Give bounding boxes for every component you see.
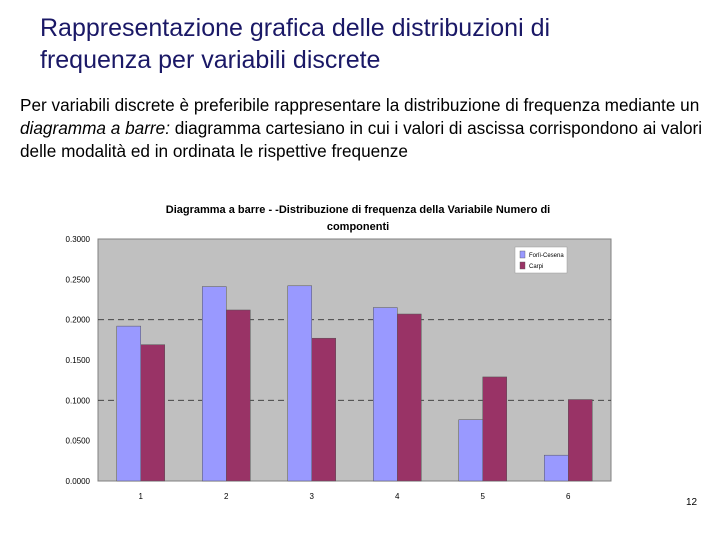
body-text-part-2: diagramma cartesiano in cui i valori di … bbox=[20, 118, 703, 161]
bar-series-2 bbox=[311, 337, 336, 482]
legend-swatch bbox=[519, 261, 526, 270]
x-tick-label: 1 bbox=[139, 492, 144, 501]
x-tick-label: 4 bbox=[395, 492, 400, 501]
bar-series-1 bbox=[373, 307, 398, 482]
legend-label: Carpi bbox=[529, 264, 543, 270]
bar-series-1 bbox=[116, 325, 141, 482]
body-text-part-1: Per variabili discrete è preferibile rap… bbox=[20, 95, 700, 115]
bar-series-2 bbox=[140, 344, 165, 482]
y-tick-label: 0.0500 bbox=[66, 437, 91, 446]
y-tick-label: 0.0000 bbox=[66, 477, 91, 486]
bar-series-1 bbox=[287, 285, 312, 482]
grid-lines bbox=[98, 319, 611, 401]
legend: Forlì-Cesena Carpi bbox=[514, 246, 568, 274]
chart-title-line-2: componenti bbox=[327, 221, 389, 233]
bar-series-1 bbox=[544, 454, 569, 482]
x-tick-label: 5 bbox=[481, 492, 486, 501]
slide-title-line-2: frequenza per variabili discrete bbox=[40, 46, 381, 74]
bar-series-1 bbox=[202, 286, 227, 482]
bar-series-2 bbox=[397, 313, 422, 482]
legend-label: Forlì-Cesena bbox=[529, 253, 564, 259]
legend-swatch bbox=[519, 250, 526, 259]
x-tick-label: 3 bbox=[310, 492, 315, 501]
bars bbox=[116, 285, 593, 482]
y-tick-label: 0.1500 bbox=[66, 356, 91, 365]
bar-series-2 bbox=[226, 309, 251, 482]
x-tick-label: 2 bbox=[224, 492, 229, 501]
slide-body-text: Per variabili discrete è preferibile rap… bbox=[20, 94, 710, 163]
y-tick-label: 0.1000 bbox=[66, 396, 91, 405]
page-number: 12 bbox=[686, 497, 698, 508]
y-tick-label: 0.3000 bbox=[66, 235, 91, 244]
body-text-italic-term: diagramma a barre: bbox=[20, 118, 170, 138]
y-tick-label: 0.2000 bbox=[66, 316, 91, 325]
chart-title-line-1: Diagramma a barre - -Distribuzione di fr… bbox=[166, 204, 551, 216]
y-tick-label: 0.2500 bbox=[66, 275, 91, 284]
slide-title: Rappresentazione grafica delle distribuz… bbox=[40, 12, 700, 76]
x-axis-tick-labels: 1 2 3 4 5 6 bbox=[139, 492, 572, 501]
y-axis-tick-labels: 0.0000 0.0500 0.1000 0.1500 0.2000 0.2500 0.30… bbox=[66, 235, 91, 486]
bar-series-2 bbox=[482, 376, 507, 482]
bar-series-2 bbox=[568, 399, 593, 482]
x-tick-label: 6 bbox=[566, 492, 571, 501]
plot-area bbox=[97, 238, 612, 482]
bar-series-1 bbox=[458, 419, 483, 482]
slide-title-line-1: Rappresentazione grafica delle distribuz… bbox=[40, 14, 551, 42]
